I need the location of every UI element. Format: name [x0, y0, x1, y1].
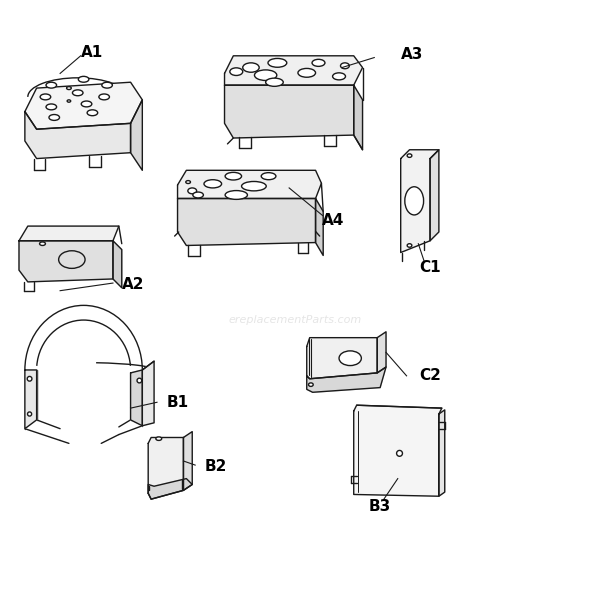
- Ellipse shape: [254, 70, 277, 80]
- Ellipse shape: [188, 188, 196, 194]
- Ellipse shape: [407, 154, 412, 158]
- Ellipse shape: [309, 383, 313, 386]
- Ellipse shape: [312, 59, 325, 66]
- Polygon shape: [25, 111, 130, 159]
- Ellipse shape: [241, 181, 266, 191]
- Polygon shape: [148, 437, 183, 499]
- Ellipse shape: [204, 180, 222, 188]
- Polygon shape: [316, 198, 323, 255]
- Ellipse shape: [405, 187, 424, 215]
- Ellipse shape: [186, 180, 191, 183]
- Ellipse shape: [99, 94, 109, 100]
- Polygon shape: [113, 241, 122, 288]
- Ellipse shape: [137, 378, 142, 383]
- Polygon shape: [130, 370, 142, 426]
- Polygon shape: [307, 338, 377, 379]
- Ellipse shape: [67, 87, 71, 90]
- Text: A2: A2: [122, 277, 145, 292]
- Ellipse shape: [58, 251, 85, 268]
- Ellipse shape: [27, 376, 32, 381]
- Ellipse shape: [266, 78, 283, 86]
- Ellipse shape: [102, 82, 112, 88]
- Text: B3: B3: [369, 499, 391, 514]
- Ellipse shape: [333, 73, 346, 80]
- Text: A1: A1: [81, 46, 103, 60]
- Polygon shape: [225, 56, 362, 85]
- Polygon shape: [148, 479, 192, 499]
- Ellipse shape: [261, 173, 276, 180]
- Ellipse shape: [67, 100, 71, 102]
- Polygon shape: [142, 361, 154, 426]
- Text: ereplacementParts.com: ereplacementParts.com: [228, 315, 362, 325]
- Polygon shape: [178, 170, 322, 198]
- Polygon shape: [439, 410, 445, 496]
- Polygon shape: [401, 150, 439, 253]
- Polygon shape: [225, 85, 354, 138]
- Polygon shape: [377, 332, 386, 373]
- Polygon shape: [178, 198, 316, 246]
- Text: A4: A4: [322, 213, 345, 228]
- Ellipse shape: [193, 192, 204, 198]
- Ellipse shape: [340, 63, 349, 69]
- Ellipse shape: [298, 68, 316, 77]
- Polygon shape: [130, 100, 142, 170]
- Ellipse shape: [49, 114, 60, 120]
- Text: C1: C1: [419, 260, 441, 275]
- Ellipse shape: [339, 351, 361, 365]
- Ellipse shape: [40, 242, 45, 246]
- Polygon shape: [19, 241, 113, 282]
- Polygon shape: [25, 82, 142, 129]
- Polygon shape: [307, 367, 386, 392]
- Polygon shape: [25, 370, 37, 429]
- Ellipse shape: [230, 68, 242, 75]
- Ellipse shape: [242, 63, 259, 72]
- Ellipse shape: [407, 244, 412, 247]
- Polygon shape: [354, 85, 362, 150]
- Text: B1: B1: [166, 395, 189, 410]
- Polygon shape: [183, 432, 192, 491]
- Ellipse shape: [46, 104, 57, 110]
- Ellipse shape: [78, 76, 89, 82]
- Ellipse shape: [46, 82, 57, 88]
- Text: C2: C2: [419, 368, 441, 383]
- Text: A3: A3: [401, 47, 424, 62]
- Polygon shape: [430, 150, 439, 241]
- Polygon shape: [19, 226, 119, 241]
- Text: B2: B2: [205, 459, 227, 474]
- Ellipse shape: [225, 190, 247, 199]
- Ellipse shape: [87, 110, 98, 116]
- Ellipse shape: [81, 101, 92, 107]
- Ellipse shape: [225, 173, 241, 180]
- Ellipse shape: [268, 59, 287, 67]
- Ellipse shape: [40, 94, 51, 100]
- Ellipse shape: [73, 90, 83, 96]
- Ellipse shape: [396, 450, 402, 456]
- Ellipse shape: [156, 437, 162, 440]
- Polygon shape: [354, 405, 442, 496]
- Ellipse shape: [28, 412, 32, 416]
